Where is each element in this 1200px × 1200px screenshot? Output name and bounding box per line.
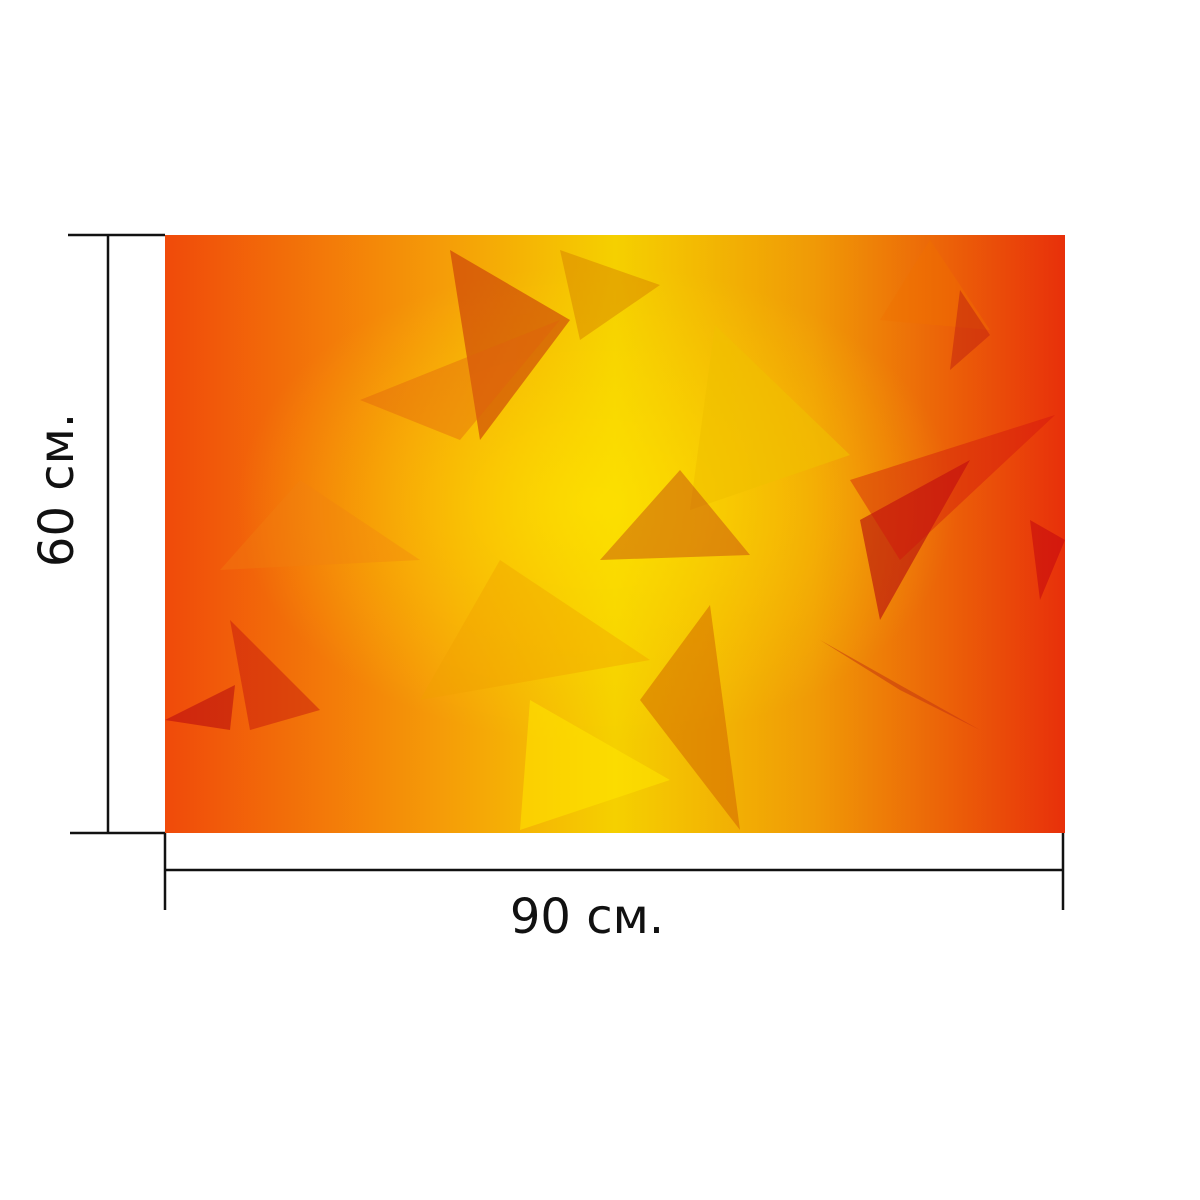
- artwork: [165, 235, 1065, 833]
- height-label: 60 см.: [29, 413, 85, 567]
- width-label: 90 см.: [510, 889, 664, 945]
- width-dimension: 90 см.: [163, 833, 1065, 945]
- height-dimension: 60 см.: [29, 233, 165, 835]
